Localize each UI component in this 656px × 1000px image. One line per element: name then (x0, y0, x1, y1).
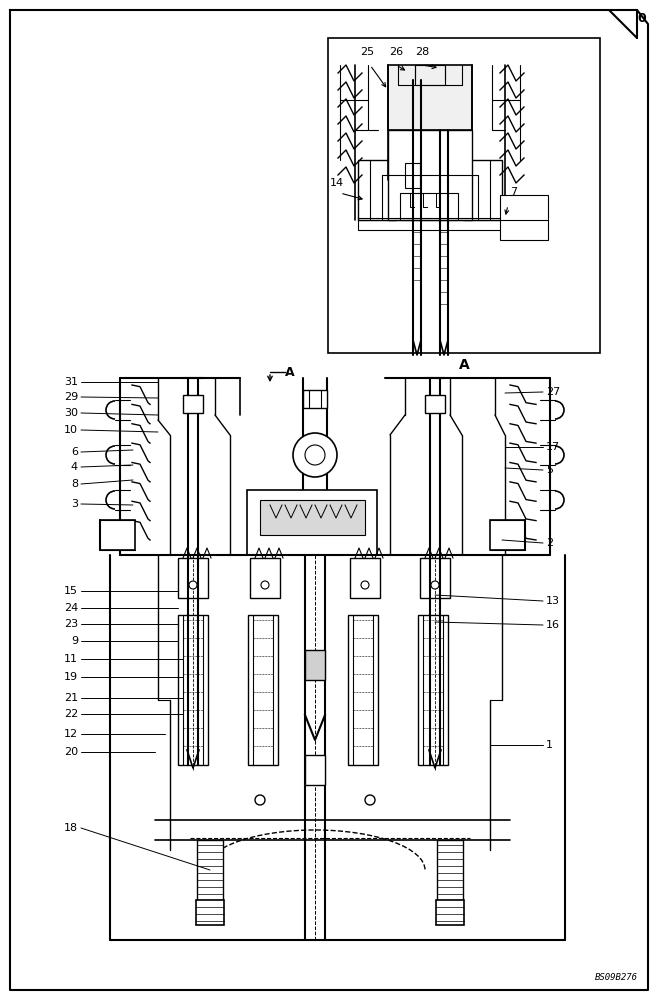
Text: 14: 14 (330, 178, 344, 188)
Circle shape (261, 581, 269, 589)
Text: 10: 10 (64, 425, 78, 435)
Bar (464, 160, 502, 220)
Bar (400, 193, 458, 220)
Text: 11: 11 (64, 654, 78, 664)
Bar (260, 500, 365, 535)
Bar (178, 615, 208, 765)
Text: 25: 25 (360, 47, 374, 57)
Text: A: A (459, 358, 470, 372)
Bar (358, 218, 502, 230)
Bar (305, 650, 325, 680)
Text: 1: 1 (546, 740, 553, 750)
Text: 7: 7 (510, 187, 517, 197)
Text: 18: 18 (64, 823, 78, 833)
Bar (425, 395, 445, 413)
Circle shape (255, 795, 265, 805)
Bar (418, 615, 448, 765)
Circle shape (431, 581, 439, 589)
Bar (490, 520, 525, 550)
Text: 17: 17 (546, 442, 560, 452)
Text: 20: 20 (64, 747, 78, 757)
Text: BS09B276: BS09B276 (595, 973, 638, 982)
Bar (305, 755, 325, 785)
Text: 21: 21 (64, 693, 78, 703)
Bar (196, 900, 224, 925)
Bar (248, 615, 278, 765)
Bar (388, 65, 472, 130)
Circle shape (293, 433, 337, 477)
Text: 24: 24 (64, 603, 78, 613)
Text: 23: 23 (64, 619, 78, 629)
Text: 5: 5 (546, 465, 553, 475)
Text: 3: 3 (71, 499, 78, 509)
Bar (350, 558, 380, 598)
Text: 31: 31 (64, 377, 78, 387)
Text: 19: 19 (64, 672, 78, 682)
Bar (415, 65, 445, 85)
Bar (178, 558, 208, 598)
Bar (197, 840, 223, 900)
Bar (437, 840, 463, 900)
Text: 28: 28 (415, 47, 429, 57)
Bar (328, 38, 600, 353)
Text: 13: 13 (546, 596, 560, 606)
Bar (247, 490, 377, 555)
Text: 22: 22 (64, 709, 78, 719)
Circle shape (365, 795, 375, 805)
Bar (100, 520, 135, 550)
Bar (436, 900, 464, 925)
Bar (358, 160, 396, 220)
Bar (420, 558, 450, 598)
Bar (183, 395, 203, 413)
Text: 6: 6 (71, 447, 78, 457)
Text: 8: 8 (71, 479, 78, 489)
Bar (388, 130, 472, 220)
Text: 30: 30 (64, 408, 78, 418)
Text: 26: 26 (389, 47, 403, 57)
Bar (303, 390, 327, 408)
Text: 4: 4 (71, 462, 78, 472)
Text: 15: 15 (64, 586, 78, 596)
Text: 2: 2 (546, 538, 553, 548)
Text: 9: 9 (71, 636, 78, 646)
Bar (348, 615, 378, 765)
Bar (405, 163, 420, 188)
Text: A: A (285, 365, 295, 378)
Text: 0: 0 (638, 11, 646, 24)
Circle shape (189, 581, 197, 589)
Text: 16: 16 (546, 620, 560, 630)
Circle shape (361, 581, 369, 589)
Circle shape (305, 445, 325, 465)
Text: 27: 27 (546, 387, 560, 397)
Text: 29: 29 (64, 392, 78, 402)
Bar (500, 195, 548, 240)
Text: 12: 12 (64, 729, 78, 739)
Bar (250, 558, 280, 598)
